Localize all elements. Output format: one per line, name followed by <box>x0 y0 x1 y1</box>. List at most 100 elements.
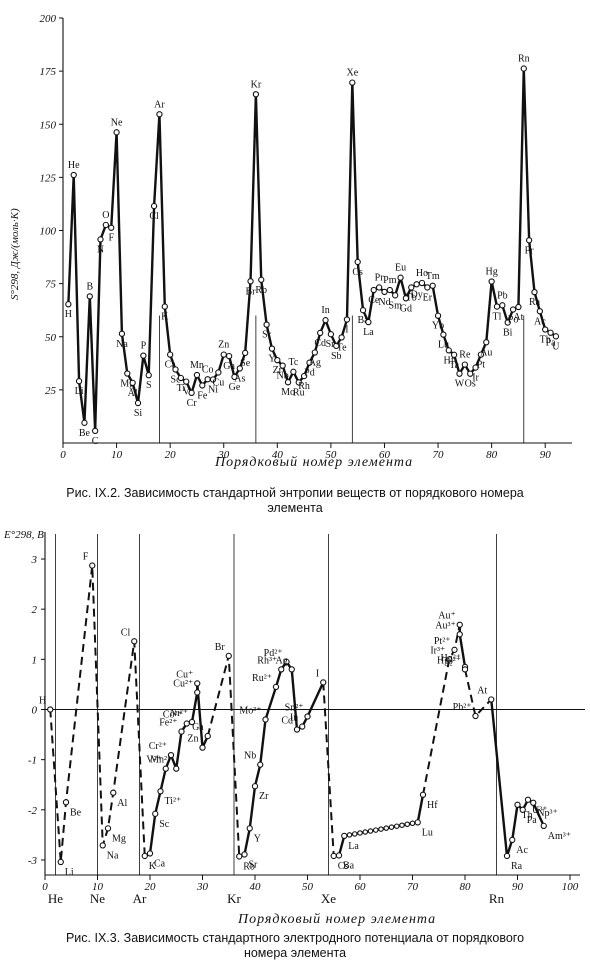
point-label: Br <box>215 642 226 653</box>
data-point-Sc <box>152 810 159 817</box>
x-tick-label: 60 <box>379 449 391 461</box>
point-label: Fe²⁺ <box>159 718 177 729</box>
point-label: Ga <box>223 361 235 372</box>
data-point-Pa <box>519 806 526 813</box>
data-point-At <box>515 303 522 311</box>
data-point-K <box>161 303 168 310</box>
x-tick-label: 40 <box>250 881 262 893</box>
point-label: Mo <box>281 387 295 398</box>
x-tick-label: 20 <box>165 449 177 461</box>
data-point-Rh³⁺ <box>278 666 285 673</box>
data-point-Se <box>242 349 249 357</box>
x-tick-label: 40 <box>272 449 284 461</box>
x-tick-label: 30 <box>217 449 230 461</box>
point-label: Er <box>423 292 433 303</box>
data-point-F <box>89 562 96 569</box>
data-point-Pa <box>547 329 554 336</box>
point-label: Pb²⁺ <box>453 702 472 713</box>
point-label: Au <box>480 347 492 358</box>
point-label: N <box>97 244 104 255</box>
point-label: Sr <box>249 859 259 870</box>
point-label: Pa <box>527 815 538 826</box>
x-tick-label: 70 <box>433 449 445 461</box>
point-label: Cd <box>281 716 293 727</box>
x-axis-label: Порядковый номер элемента <box>214 455 413 470</box>
point-label: I <box>345 325 348 336</box>
point-label: Nd <box>378 297 390 308</box>
point-label: W <box>455 379 465 390</box>
data-point-Gd <box>402 295 410 302</box>
data-point-Tb <box>408 284 415 291</box>
data-point-P <box>140 352 147 359</box>
data-point-Kr <box>252 91 260 98</box>
data-point-Au <box>483 339 490 346</box>
point-label: Xe <box>346 68 358 79</box>
data-point-Nb <box>279 362 286 369</box>
point-label: Sr <box>262 330 272 341</box>
x-tick-label: 60 <box>355 881 367 893</box>
data-point-Ni²⁺ <box>188 718 196 726</box>
data-point-Zr <box>274 356 281 364</box>
data-point-V²⁺ <box>162 765 169 772</box>
data-point-V <box>183 378 190 385</box>
point-label: H <box>65 309 72 320</box>
y-axis-label: S°298, Дж/(моль·K) <box>9 208 21 300</box>
data-point-Y <box>246 825 253 832</box>
data-point-Sn²⁺ <box>304 713 311 720</box>
lanthanide-point <box>388 824 395 830</box>
point-label: Br <box>246 286 257 297</box>
x-tick-label: 80 <box>486 449 498 461</box>
point-label: Ra <box>511 861 523 872</box>
data-point-Ca <box>167 351 174 358</box>
point-label: Nb <box>244 751 256 762</box>
data-point-Ta <box>450 351 458 358</box>
point-label: K <box>149 861 157 872</box>
data-point-N <box>97 236 104 243</box>
point-label: At <box>477 685 487 696</box>
data-point-Th <box>542 326 549 333</box>
data-point-Rb <box>236 853 243 860</box>
data-point-Pt <box>477 351 485 358</box>
point-label: Rb <box>255 285 267 296</box>
data-point-Be <box>81 419 88 426</box>
noble-gas-label: Xe <box>321 891 336 906</box>
data-point-Hf <box>445 347 452 354</box>
data-point-Ni <box>209 376 217 383</box>
point-label: U³⁺ <box>532 805 548 816</box>
point-label: Pr <box>375 272 385 283</box>
data-point-Cu²⁺ <box>194 689 201 696</box>
point-label: Li <box>65 867 74 878</box>
point-label: Bi <box>503 328 513 339</box>
point-label: Sb <box>331 351 342 362</box>
data-point-Mo <box>284 379 292 386</box>
point-label: U <box>552 341 560 352</box>
dashed-segment <box>206 655 241 857</box>
lanthanide-point <box>383 825 389 831</box>
data-point-Xe <box>349 79 356 86</box>
point-label: Po <box>508 315 519 326</box>
point-label: Zr <box>273 365 283 376</box>
x-tick-label: 90 <box>540 449 552 461</box>
point-label: Hg₂²⁺ <box>437 655 461 666</box>
point-label: Sn²⁺ <box>285 703 304 714</box>
x-tick-label: 20 <box>145 881 157 893</box>
point-label: Zn <box>187 734 198 745</box>
y-axis-label: E°298, В <box>3 529 44 541</box>
noble-gas-label: Ne <box>90 891 105 906</box>
data-point-Ti²⁺ <box>157 788 164 795</box>
data-point-Ba <box>335 852 343 859</box>
point-label: Cu²⁺ <box>173 678 193 689</box>
data-point-Na <box>118 330 126 337</box>
point-label: Cr²⁺ <box>149 741 167 752</box>
point-label: Os <box>465 379 476 390</box>
y-tick-label: 125 <box>40 172 57 184</box>
point-label: Ac <box>534 316 546 327</box>
lanthanide-point <box>357 830 363 836</box>
point-label: Ne <box>111 117 123 128</box>
data-point-Pt²⁺ <box>451 646 458 653</box>
data-point-Cl <box>150 202 158 210</box>
data-point-Te <box>338 334 345 341</box>
data-point-W <box>456 370 463 377</box>
x-tick-label: 10 <box>92 881 104 893</box>
data-point-O <box>102 221 110 229</box>
